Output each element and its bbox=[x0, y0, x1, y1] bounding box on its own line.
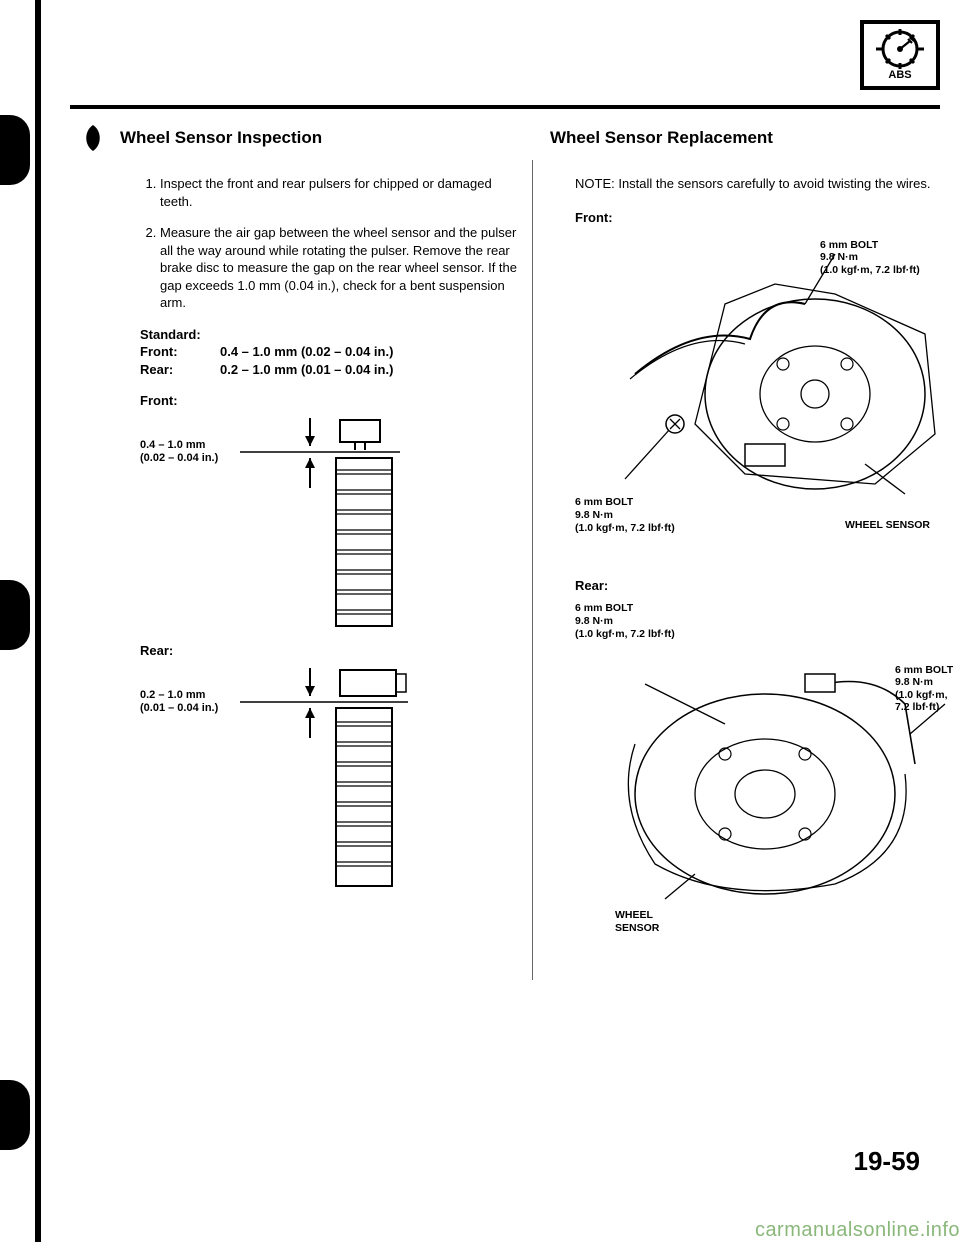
right-column-title: Wheel Sensor Replacement bbox=[550, 128, 773, 148]
page-content: ABS Wheel Sensor Inspection Wheel Sensor… bbox=[50, 20, 940, 1222]
front-sensor-callout: WHEEL SENSOR bbox=[845, 519, 960, 532]
rear-fig-label: Rear: bbox=[140, 642, 520, 660]
page-number: 19-59 bbox=[854, 1146, 921, 1177]
rear-sensor-callout: WHEEL SENSOR bbox=[615, 909, 960, 934]
front-diagram-label: Front: bbox=[575, 209, 960, 227]
header-rule bbox=[70, 105, 940, 109]
std-rear-label: Rear: bbox=[140, 361, 220, 379]
front-bolt-bl-callout: 6 mm BOLT 9.8 N·m (1.0 kgf·m, 7.2 lbf·ft… bbox=[575, 496, 735, 534]
svg-text:0.2 – 1.0 mm: 0.2 – 1.0 mm bbox=[140, 689, 206, 701]
rear-bolt-tl-callout: 6 mm BOLT 9.8 N·m (1.0 kgf·m, 7.2 lbf·ft… bbox=[575, 602, 960, 640]
left-column-title: Wheel Sensor Inspection bbox=[120, 128, 322, 148]
front-gap-figure: 0.4 – 1.0 mm (0.02 – 0.04 in.) bbox=[140, 418, 520, 628]
thumb-tab bbox=[0, 580, 30, 650]
rear-gap-figure: 0.2 – 1.0 mm (0.01 – 0.04 in.) bbox=[140, 668, 520, 888]
right-column: NOTE: Install the sensors carefully to a… bbox=[575, 175, 960, 984]
binding-spine bbox=[35, 0, 41, 1242]
inspection-steps: Inspect the front and rear pulsers for c… bbox=[140, 175, 520, 312]
thumb-tab bbox=[0, 115, 30, 185]
rear-diagram-label: Rear: bbox=[575, 577, 960, 595]
standard-heading: Standard: bbox=[140, 326, 520, 344]
front-fig-label: Front: bbox=[140, 392, 520, 410]
thumb-tab bbox=[0, 1080, 30, 1150]
abs-label: ABS bbox=[888, 69, 911, 81]
std-front-value: 0.4 – 1.0 mm (0.02 – 0.04 in.) bbox=[220, 343, 393, 361]
install-note: NOTE: Install the sensors carefully to a… bbox=[575, 175, 960, 193]
std-rear-value: 0.2 – 1.0 mm (0.01 – 0.04 in.) bbox=[220, 361, 393, 379]
rear-wheel-diagram: 6 mm BOLT 9.8 N·m (1.0 kgf·m, 7.2 lbf·ft… bbox=[575, 602, 960, 984]
front-bolt-top-callout: 6 mm BOLT 9.8 N·m (1.0 kgf·m, 7.2 lbf·ft… bbox=[820, 239, 960, 277]
left-column: Inspect the front and rear pulsers for c… bbox=[140, 175, 520, 898]
std-front-label: Front: bbox=[140, 343, 220, 361]
column-divider bbox=[532, 160, 533, 980]
step-item: Measure the air gap between the wheel se… bbox=[160, 224, 520, 312]
svg-text:(0.01 – 0.04 in.): (0.01 – 0.04 in.) bbox=[140, 702, 219, 714]
abs-gear-icon bbox=[876, 29, 924, 69]
watermark: carmanualsonline.info bbox=[755, 1219, 960, 1242]
rear-bolt-r-callout: 6 mm BOLT 9.8 N·m (1.0 kgf·m, 7.2 lbf·ft… bbox=[895, 664, 960, 714]
front-gap-line2: (0.02 – 0.04 in.) bbox=[140, 452, 219, 464]
leaf-bullet-icon bbox=[80, 123, 106, 153]
front-wheel-diagram: 6 mm BOLT 9.8 N·m (1.0 kgf·m, 7.2 lbf·ft… bbox=[575, 234, 960, 607]
step-item: Inspect the front and rear pulsers for c… bbox=[160, 175, 520, 210]
abs-badge: ABS bbox=[860, 20, 940, 90]
front-gap-line1: 0.4 – 1.0 mm bbox=[140, 439, 206, 451]
standard-block: Standard: Front: 0.4 – 1.0 mm (0.02 – 0.… bbox=[140, 326, 520, 379]
